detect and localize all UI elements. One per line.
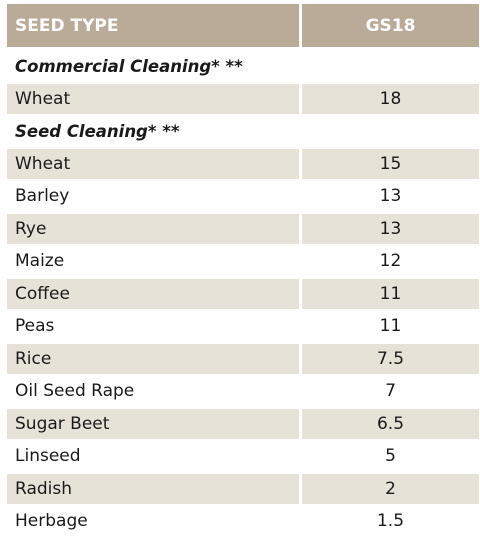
table-row: Barley 13 <box>7 181 479 212</box>
seed-cell: Oil Seed Rape <box>15 381 135 402</box>
value-cell: 18 <box>302 83 479 114</box>
section-title: Commercial Cleaning* ** <box>15 56 243 76</box>
seed-cell: Rye <box>7 213 299 244</box>
table-row: Herbage 1.5 <box>7 506 479 537</box>
seed-cell: Linseed <box>15 446 81 467</box>
value-cell: 5 <box>385 446 396 467</box>
table-row: Wheat 15 <box>7 148 479 179</box>
seed-cell: Peas <box>15 316 55 337</box>
table-row: Maize 12 <box>7 246 479 277</box>
table-row: Sugar Beet 6.5 <box>7 408 479 439</box>
section-row: Seed Cleaning* ** <box>7 116 479 147</box>
value-cell: 12 <box>379 251 402 272</box>
value-cell: 11 <box>379 316 402 337</box>
seed-cell: Rice <box>7 343 299 374</box>
seed-cell: Sugar Beet <box>7 408 299 439</box>
seed-cell: Radish <box>7 473 299 504</box>
seed-cell: Herbage <box>15 511 88 532</box>
table-row: Rice 7.5 <box>7 343 479 374</box>
value-cell: 13 <box>379 186 402 207</box>
seed-cell: Wheat <box>7 83 299 114</box>
value-cell: 7.5 <box>302 343 479 374</box>
seed-cell: Wheat <box>7 148 299 179</box>
header-gs18: GS18 <box>302 4 479 47</box>
seed-table: SEED TYPE GS18 Commercial Cleaning* ** W… <box>7 4 479 539</box>
value-cell: 11 <box>302 278 479 309</box>
table-row: Oil Seed Rape 7 <box>7 376 479 407</box>
value-cell: 13 <box>302 213 479 244</box>
table-row: Peas 11 <box>7 311 479 342</box>
value-cell: 2 <box>302 473 479 504</box>
value-cell: 15 <box>302 148 479 179</box>
section-title: Seed Cleaning* ** <box>15 121 180 141</box>
table-row: Wheat 18 <box>7 83 479 114</box>
table-row: Coffee 11 <box>7 278 479 309</box>
table-row: Linseed 5 <box>7 441 479 472</box>
table-row: Rye 13 <box>7 213 479 244</box>
value-cell: 1.5 <box>376 511 405 532</box>
value-cell: 7 <box>385 381 396 402</box>
table-header: SEED TYPE GS18 <box>7 4 479 47</box>
seed-cell: Coffee <box>7 278 299 309</box>
seed-cell: Barley <box>15 186 70 207</box>
seed-cell: Maize <box>15 251 65 272</box>
table-row: Radish 2 <box>7 473 479 504</box>
section-row: Commercial Cleaning* ** <box>7 51 479 82</box>
header-seed-type: SEED TYPE <box>7 4 299 47</box>
value-cell: 6.5 <box>302 408 479 439</box>
